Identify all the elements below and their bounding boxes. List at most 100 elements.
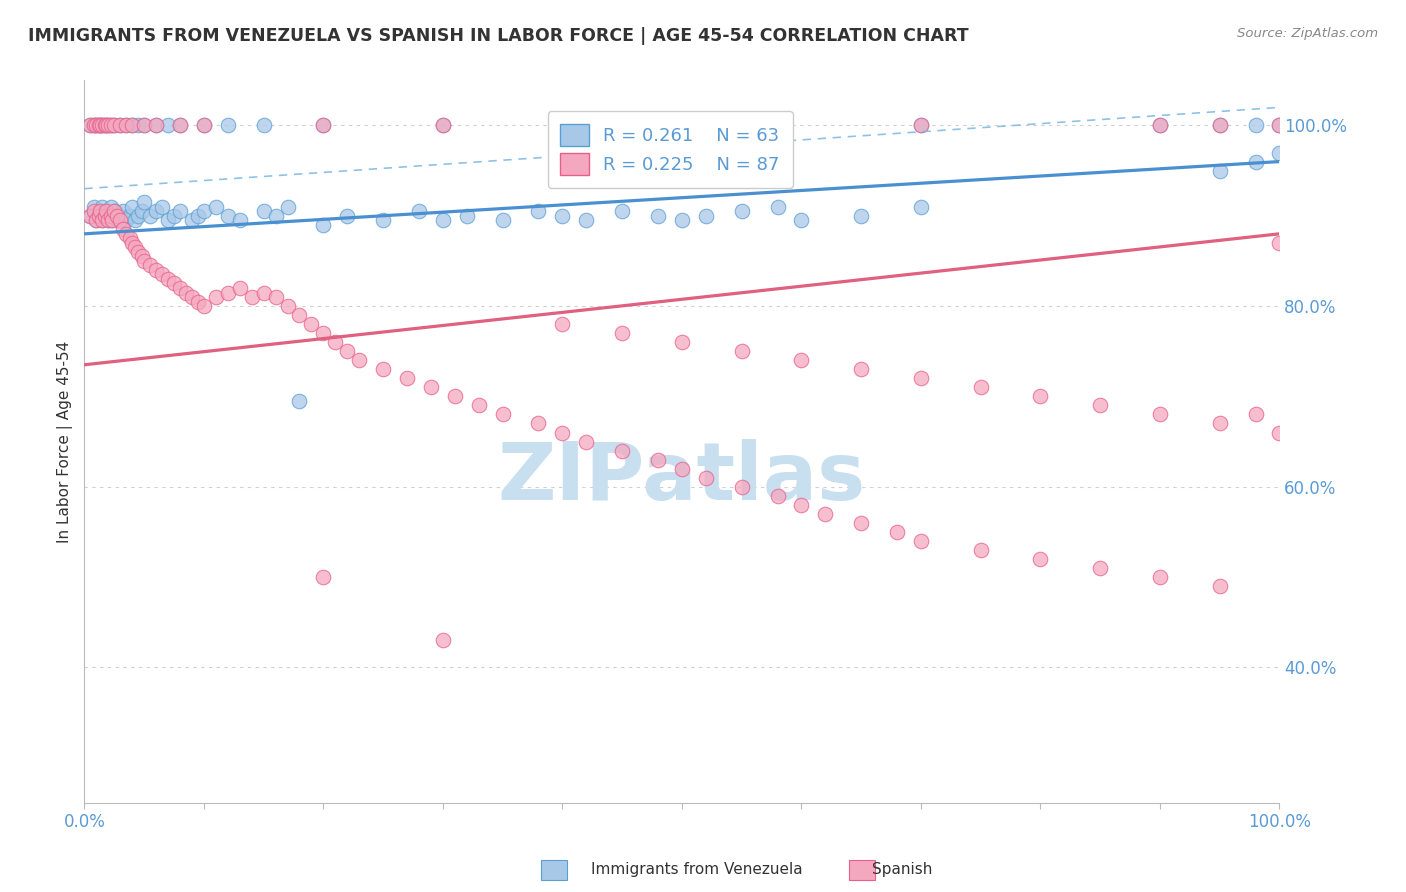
Point bbox=[1090, 561, 1112, 575]
Point bbox=[1209, 579, 1232, 593]
Point bbox=[163, 209, 186, 223]
Point bbox=[349, 353, 371, 368]
Point bbox=[253, 119, 276, 133]
Point bbox=[83, 204, 105, 219]
Point bbox=[444, 389, 467, 403]
Point bbox=[1209, 119, 1232, 133]
Point bbox=[187, 294, 209, 309]
Point bbox=[193, 119, 215, 133]
Point bbox=[766, 489, 789, 503]
Point bbox=[145, 119, 167, 133]
Point bbox=[98, 209, 121, 223]
Point bbox=[89, 119, 111, 133]
Point bbox=[97, 119, 120, 133]
Point bbox=[492, 408, 515, 422]
Point bbox=[86, 119, 108, 133]
Point bbox=[86, 213, 108, 227]
Point bbox=[1149, 119, 1171, 133]
Point bbox=[83, 200, 105, 214]
Point bbox=[288, 308, 311, 322]
Point bbox=[970, 380, 993, 394]
Point bbox=[145, 263, 167, 277]
Point bbox=[83, 119, 105, 133]
Point bbox=[731, 204, 754, 219]
Point bbox=[1244, 154, 1267, 169]
Legend: R = 0.261    N = 63, R = 0.225    N = 87: R = 0.261 N = 63, R = 0.225 N = 87 bbox=[547, 111, 793, 187]
Point bbox=[790, 353, 813, 368]
Point bbox=[100, 200, 122, 214]
Point bbox=[169, 204, 191, 219]
Point bbox=[396, 371, 419, 385]
Point bbox=[150, 268, 173, 282]
Point bbox=[851, 362, 873, 376]
Point bbox=[336, 344, 359, 359]
Text: IMMIGRANTS FROM VENEZUELA VS SPANISH IN LABOR FORCE | AGE 45-54 CORRELATION CHAR: IMMIGRANTS FROM VENEZUELA VS SPANISH IN … bbox=[28, 27, 969, 45]
Point bbox=[105, 209, 128, 223]
Point bbox=[127, 244, 149, 259]
Point bbox=[312, 326, 335, 341]
Point bbox=[79, 119, 101, 133]
Point bbox=[1268, 425, 1291, 440]
Point bbox=[312, 119, 335, 133]
Point bbox=[107, 213, 129, 227]
Point bbox=[1090, 398, 1112, 412]
Point bbox=[671, 119, 693, 133]
Text: Spanish: Spanish bbox=[872, 863, 932, 877]
Point bbox=[121, 235, 143, 250]
Point bbox=[89, 204, 111, 219]
Point bbox=[205, 290, 228, 304]
Point bbox=[527, 417, 550, 431]
Point bbox=[264, 209, 287, 223]
Point bbox=[132, 119, 156, 133]
Point bbox=[671, 335, 693, 350]
Point bbox=[121, 119, 143, 133]
Point bbox=[217, 119, 239, 133]
Point bbox=[110, 213, 132, 227]
Point bbox=[229, 213, 252, 227]
Point bbox=[181, 290, 204, 304]
Point bbox=[551, 425, 574, 440]
Point bbox=[110, 119, 132, 133]
Point bbox=[132, 119, 156, 133]
Point bbox=[647, 209, 669, 223]
Point bbox=[193, 119, 215, 133]
Point bbox=[193, 204, 215, 219]
Point bbox=[1149, 408, 1171, 422]
Point bbox=[100, 119, 122, 133]
Point bbox=[79, 119, 101, 133]
Point bbox=[1149, 119, 1171, 133]
Point bbox=[93, 209, 115, 223]
Point bbox=[115, 213, 138, 227]
Point bbox=[100, 119, 122, 133]
Point bbox=[312, 218, 335, 232]
Point bbox=[456, 209, 478, 223]
Point bbox=[217, 209, 239, 223]
Y-axis label: In Labor Force | Age 45-54: In Labor Force | Age 45-54 bbox=[58, 341, 73, 542]
Point bbox=[115, 227, 138, 241]
Point bbox=[91, 200, 114, 214]
Point bbox=[94, 119, 117, 133]
Point bbox=[97, 213, 120, 227]
Point bbox=[432, 119, 454, 133]
Point bbox=[671, 213, 693, 227]
Point bbox=[100, 209, 122, 223]
Point bbox=[131, 204, 153, 219]
Point bbox=[118, 209, 141, 223]
Point bbox=[432, 119, 454, 133]
Point bbox=[145, 204, 167, 219]
Point bbox=[288, 393, 311, 408]
Point bbox=[124, 240, 146, 254]
Point bbox=[1209, 417, 1232, 431]
Point bbox=[790, 498, 813, 512]
Point bbox=[127, 209, 149, 223]
Point bbox=[87, 209, 110, 223]
Point bbox=[695, 209, 717, 223]
Point bbox=[139, 209, 162, 223]
Point bbox=[468, 398, 491, 412]
Point bbox=[89, 209, 111, 223]
Point bbox=[264, 290, 287, 304]
Point bbox=[157, 213, 180, 227]
Point bbox=[910, 533, 932, 548]
Point bbox=[127, 119, 149, 133]
Point bbox=[551, 317, 574, 331]
